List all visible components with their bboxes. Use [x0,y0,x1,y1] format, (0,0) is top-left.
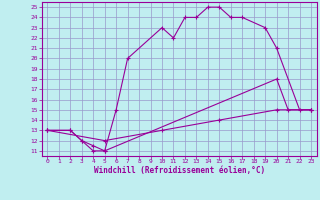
X-axis label: Windchill (Refroidissement éolien,°C): Windchill (Refroidissement éolien,°C) [94,166,265,175]
